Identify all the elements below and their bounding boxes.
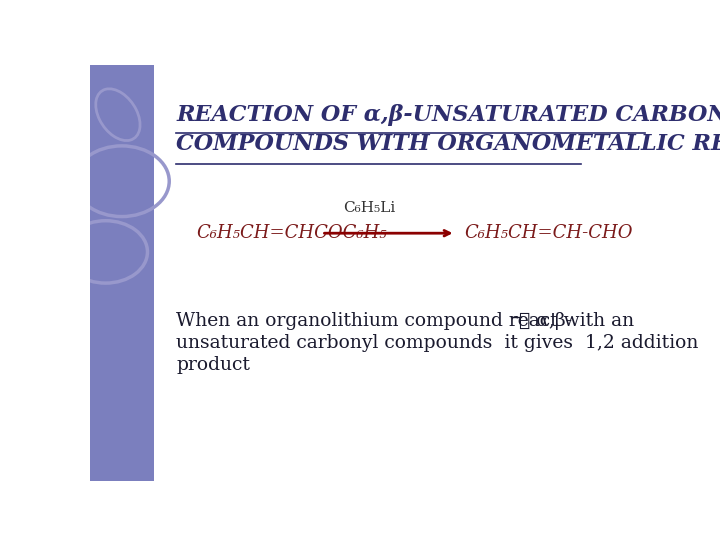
Text: When an organolithium compound react with an: When an organolithium compound react wit… [176,312,634,330]
Text: C₆H₅Li: C₆H₅Li [343,201,395,215]
Text: REACTION OF α,β-UNSATURATED CARBONYL: REACTION OF α,β-UNSATURATED CARBONYL [176,104,720,126]
Text: COMPOUNDS WITH ORGANOMETALLIC REAGENTS: COMPOUNDS WITH ORGANOMETALLIC REAGENTS [176,133,720,156]
Text: C₆H₅CH=CH-CHO: C₆H₅CH=CH-CHO [464,224,632,242]
FancyBboxPatch shape [90,65,154,481]
Text: product: product [176,356,251,374]
Text: ͟ α,β-: ͟ α,β- [519,312,572,330]
Text: unsaturated carbonyl compounds  it gives  1,2 addition: unsaturated carbonyl compounds it gives … [176,334,699,352]
Text: C₆H₅CH=CHCOC₆H₅: C₆H₅CH=CHCOC₆H₅ [196,224,387,242]
